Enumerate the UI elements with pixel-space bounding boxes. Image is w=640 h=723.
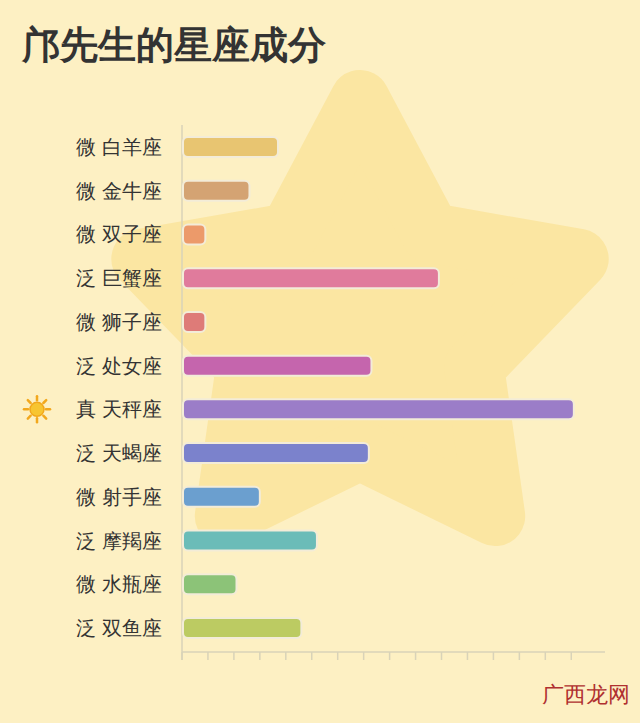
category-label: 微 水瓶座 [76,572,162,596]
category-label: 微 射手座 [76,485,162,509]
star-decoration [141,100,578,516]
bar [183,487,260,507]
sun-disc [30,402,44,416]
x-tick [259,652,261,660]
category-label: 微 狮子座 [76,310,162,334]
bar [183,574,236,594]
bar [183,181,249,201]
background [0,0,640,723]
category-label: 泛 天蝎座 [76,441,162,465]
bar [183,618,301,638]
x-tick [363,652,365,660]
watermark: 广西龙网 [542,682,630,707]
bar [183,531,317,551]
bar [183,399,574,419]
bar [183,312,205,332]
x-tick [571,652,573,660]
x-tick [389,652,391,660]
sun-ray [43,400,46,403]
x-tick [415,652,417,660]
category-label: 泛 摩羯座 [76,529,162,553]
category-label: 微 双子座 [76,222,162,246]
bar [183,224,205,244]
category-label: 微 白羊座 [76,135,162,159]
sun-ray [28,416,31,419]
bar [183,443,369,463]
category-label: 真 天秤座 [76,397,162,421]
category-label: 泛 处女座 [76,354,162,378]
x-tick [467,652,469,660]
x-tick [207,652,209,660]
x-tick [337,652,339,660]
sun-ray [28,400,31,403]
category-label: 泛 双鱼座 [76,616,162,640]
sun-icon [24,396,50,422]
chart: 邝先生的星座成分微 白羊座微 金牛座微 双子座泛 巨蟹座微 狮子座泛 处女座真 … [0,0,640,723]
sun-ray [36,396,39,400]
category-label: 泛 巨蟹座 [76,266,162,290]
x-tick [311,652,313,660]
sun-ray [24,408,28,411]
sun-ray [46,408,50,411]
category-label: 微 金牛座 [76,179,162,203]
sun-ray [36,418,39,422]
x-axis [182,651,605,653]
x-tick [493,652,495,660]
bars [183,137,574,638]
x-tick [181,652,183,660]
bar [183,268,439,288]
title: 邝先生的星座成分 [21,23,326,67]
x-tick [285,652,287,660]
x-tick [233,652,235,660]
x-tick [545,652,547,660]
x-tick [519,652,521,660]
sun-ray [43,416,46,419]
x-tick [441,652,443,660]
bar [183,356,371,376]
bar [183,137,278,157]
